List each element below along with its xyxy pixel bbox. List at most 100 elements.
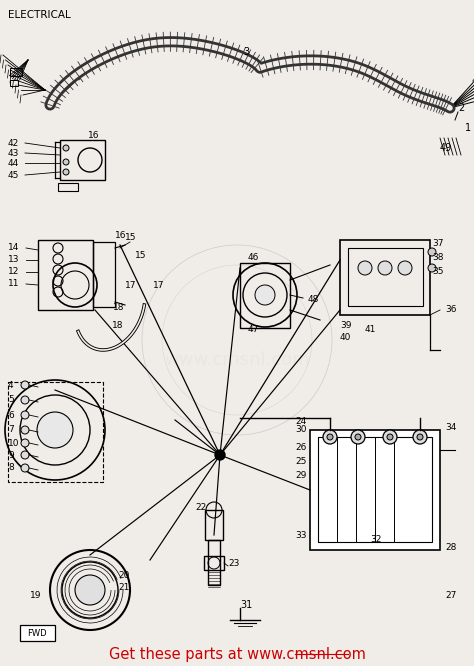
Text: 29: 29	[295, 472, 306, 480]
Text: 9: 9	[8, 450, 14, 460]
Text: Get these parts at www.cmsnl.com: Get these parts at www.cmsnl.com	[109, 647, 365, 661]
Text: 16: 16	[115, 230, 127, 240]
Text: 47: 47	[248, 326, 259, 334]
Circle shape	[417, 434, 423, 440]
Text: 48: 48	[308, 296, 319, 304]
Text: 49: 49	[440, 143, 452, 153]
Circle shape	[387, 434, 393, 440]
Circle shape	[428, 264, 436, 272]
Circle shape	[63, 159, 69, 165]
Text: 32: 32	[370, 535, 382, 545]
Circle shape	[71, 80, 74, 83]
Text: 18: 18	[113, 304, 125, 312]
Text: 34: 34	[445, 424, 456, 432]
Text: 5: 5	[8, 396, 14, 404]
Circle shape	[75, 575, 105, 605]
Text: 38: 38	[432, 254, 444, 262]
Bar	[8, 382, 103, 482]
Text: 31: 31	[240, 600, 252, 610]
Text: 7: 7	[8, 426, 14, 434]
Bar	[204, 556, 224, 570]
Text: 21: 21	[118, 583, 129, 593]
Circle shape	[473, 79, 474, 83]
Text: 14: 14	[8, 244, 19, 252]
Text: 3: 3	[243, 47, 249, 57]
Bar	[340, 240, 430, 315]
Text: 12: 12	[8, 268, 19, 276]
Text: 42: 42	[8, 139, 19, 147]
Text: 19: 19	[30, 591, 42, 599]
Bar	[10, 68, 22, 76]
Text: 22: 22	[195, 503, 206, 511]
Text: ELECTRICAL: ELECTRICAL	[8, 10, 71, 20]
Text: 43: 43	[8, 149, 19, 157]
Text: 17: 17	[153, 280, 164, 290]
Circle shape	[21, 451, 29, 459]
Bar	[240, 263, 290, 328]
Circle shape	[37, 412, 73, 448]
Text: 36: 36	[445, 306, 456, 314]
Text: FWD: FWD	[27, 629, 47, 637]
Circle shape	[21, 426, 29, 434]
Circle shape	[66, 85, 69, 88]
Circle shape	[327, 434, 333, 440]
Text: 46: 46	[248, 254, 259, 262]
Text: 27: 27	[445, 591, 456, 599]
Text: 35: 35	[432, 268, 444, 276]
Text: 16: 16	[88, 131, 100, 139]
Text: 40: 40	[340, 334, 351, 342]
Circle shape	[21, 439, 29, 447]
Text: 30: 30	[295, 426, 307, 434]
Circle shape	[351, 430, 365, 444]
Circle shape	[398, 261, 412, 275]
Text: 1: 1	[465, 123, 471, 133]
Text: 13: 13	[8, 256, 19, 264]
Circle shape	[76, 76, 79, 79]
Circle shape	[383, 430, 397, 444]
Bar	[205, 510, 223, 540]
Text: 26: 26	[295, 444, 306, 452]
Text: 18: 18	[112, 320, 124, 330]
Circle shape	[81, 73, 83, 76]
Text: 17: 17	[125, 280, 137, 290]
Circle shape	[82, 71, 85, 74]
Text: 25: 25	[295, 458, 306, 466]
Text: 28: 28	[445, 543, 456, 553]
Circle shape	[323, 430, 337, 444]
Circle shape	[428, 248, 436, 256]
Circle shape	[21, 381, 29, 389]
Bar	[60, 140, 105, 180]
Bar	[10, 80, 18, 86]
Bar	[348, 248, 423, 306]
Text: 24: 24	[295, 418, 306, 426]
Text: 37: 37	[432, 238, 444, 248]
Circle shape	[413, 430, 427, 444]
Text: 44: 44	[8, 159, 19, 168]
Circle shape	[82, 71, 84, 74]
Circle shape	[255, 285, 275, 305]
Circle shape	[21, 411, 29, 419]
Bar	[38, 240, 93, 310]
Circle shape	[21, 396, 29, 404]
Circle shape	[77, 77, 80, 80]
Text: www.cmsnl.com: www.cmsnl.com	[164, 351, 310, 369]
Text: 15: 15	[125, 234, 137, 242]
Bar	[20, 625, 55, 641]
Circle shape	[63, 169, 69, 175]
Text: 39: 39	[340, 320, 352, 330]
Text: 6: 6	[8, 410, 14, 420]
Text: 4: 4	[8, 380, 14, 390]
Circle shape	[21, 464, 29, 472]
Circle shape	[355, 434, 361, 440]
Circle shape	[79, 73, 82, 75]
Circle shape	[358, 261, 372, 275]
Text: 10: 10	[8, 438, 19, 448]
Bar	[318, 437, 432, 542]
Text: 11: 11	[8, 280, 19, 288]
Text: 2: 2	[458, 103, 464, 113]
Bar	[58, 183, 78, 191]
Text: 15: 15	[135, 250, 146, 260]
Circle shape	[63, 145, 69, 151]
Text: 45: 45	[8, 170, 19, 180]
Text: 33: 33	[295, 531, 307, 539]
